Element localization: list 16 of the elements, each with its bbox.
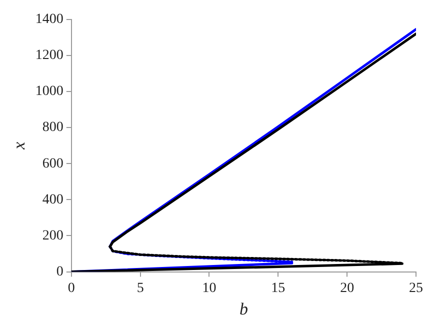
x-tick-label: 25 [409,280,423,296]
y-tick-label: 400 [42,192,64,208]
y-axis-title: x [10,141,29,150]
y-tick-label: 1000 [35,84,64,100]
x-axis-title: b [239,299,248,318]
x-tick-label: 15 [271,280,286,296]
y-tick-label: 0 [56,264,64,280]
y-tick-label: 200 [42,228,64,244]
x-tick-label: 0 [68,280,75,296]
y-tick-label: 800 [42,120,64,136]
x-tick-label: 5 [136,280,144,296]
y-tick-label: 600 [42,156,64,172]
y-tick-label: 1400 [35,12,64,28]
x-tick-label: 10 [202,280,216,296]
x-tick-label: 20 [340,280,354,296]
y-tick-label: 1200 [35,48,64,64]
